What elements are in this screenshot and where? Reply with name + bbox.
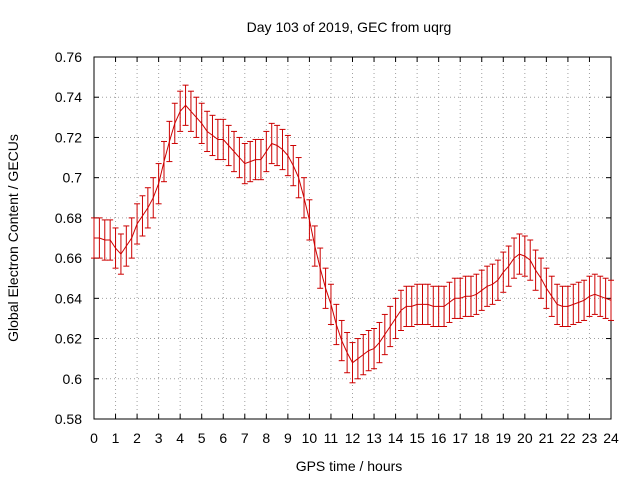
x-tick-label: 20 — [517, 430, 533, 446]
grid-lines — [94, 57, 611, 419]
y-axis-label: Global Electron Content / GECUs — [5, 134, 21, 342]
y-tick-label: 0.66 — [55, 250, 82, 266]
x-tick-label: 1 — [112, 430, 120, 446]
x-tick-label: 19 — [496, 430, 512, 446]
x-tick-label: 12 — [345, 430, 361, 446]
x-tick-label: 5 — [198, 430, 206, 446]
y-tick-label: 0.7 — [63, 170, 83, 186]
x-tick-label: 8 — [262, 430, 270, 446]
tick-labels: 0 1 2 3 4 5 6 7 8 9 10 11 12 13 14 15 16 17 18 19 20 21 22 23 24… — [55, 49, 619, 446]
y-tick-label: 0.58 — [55, 411, 82, 427]
x-tick-label: 9 — [284, 430, 292, 446]
x-tick-label: 11 — [324, 430, 339, 446]
x-tick-label: 16 — [431, 430, 447, 446]
chart-title: Day 103 of 2019, GEC from uqrg — [247, 19, 452, 35]
gec-series-line — [94, 104, 612, 364]
y-tick-label: 0.64 — [55, 290, 82, 306]
x-tick-label: 18 — [474, 430, 490, 446]
x-tick-label: 6 — [219, 430, 227, 446]
x-tick-label: 3 — [155, 430, 163, 446]
x-tick-label: 24 — [603, 430, 619, 446]
x-tick-label: 10 — [302, 430, 318, 446]
y-tick-label: 0.6 — [63, 371, 83, 387]
data-series — [91, 84, 614, 384]
x-tick-label: 7 — [241, 430, 249, 446]
x-tick-label: 14 — [388, 430, 404, 446]
y-tick-label: 0.62 — [55, 331, 82, 347]
x-tick-label: 0 — [90, 430, 98, 446]
x-tick-label: 2 — [133, 430, 141, 446]
x-tick-label: 13 — [366, 430, 382, 446]
y-tick-label: 0.72 — [55, 129, 82, 145]
y-tick-label: 0.68 — [55, 210, 82, 226]
y-tick-label: 0.76 — [55, 49, 82, 65]
x-tick-label: 4 — [176, 430, 184, 446]
x-tick-label: 17 — [452, 430, 468, 446]
x-tick-label: 21 — [539, 430, 555, 446]
x-tick-label: 15 — [409, 430, 425, 446]
x-tick-label: 22 — [560, 430, 576, 446]
x-axis-label: GPS time / hours — [296, 458, 403, 474]
y-tick-label: 0.74 — [55, 89, 82, 105]
x-tick-label: 23 — [582, 430, 598, 446]
